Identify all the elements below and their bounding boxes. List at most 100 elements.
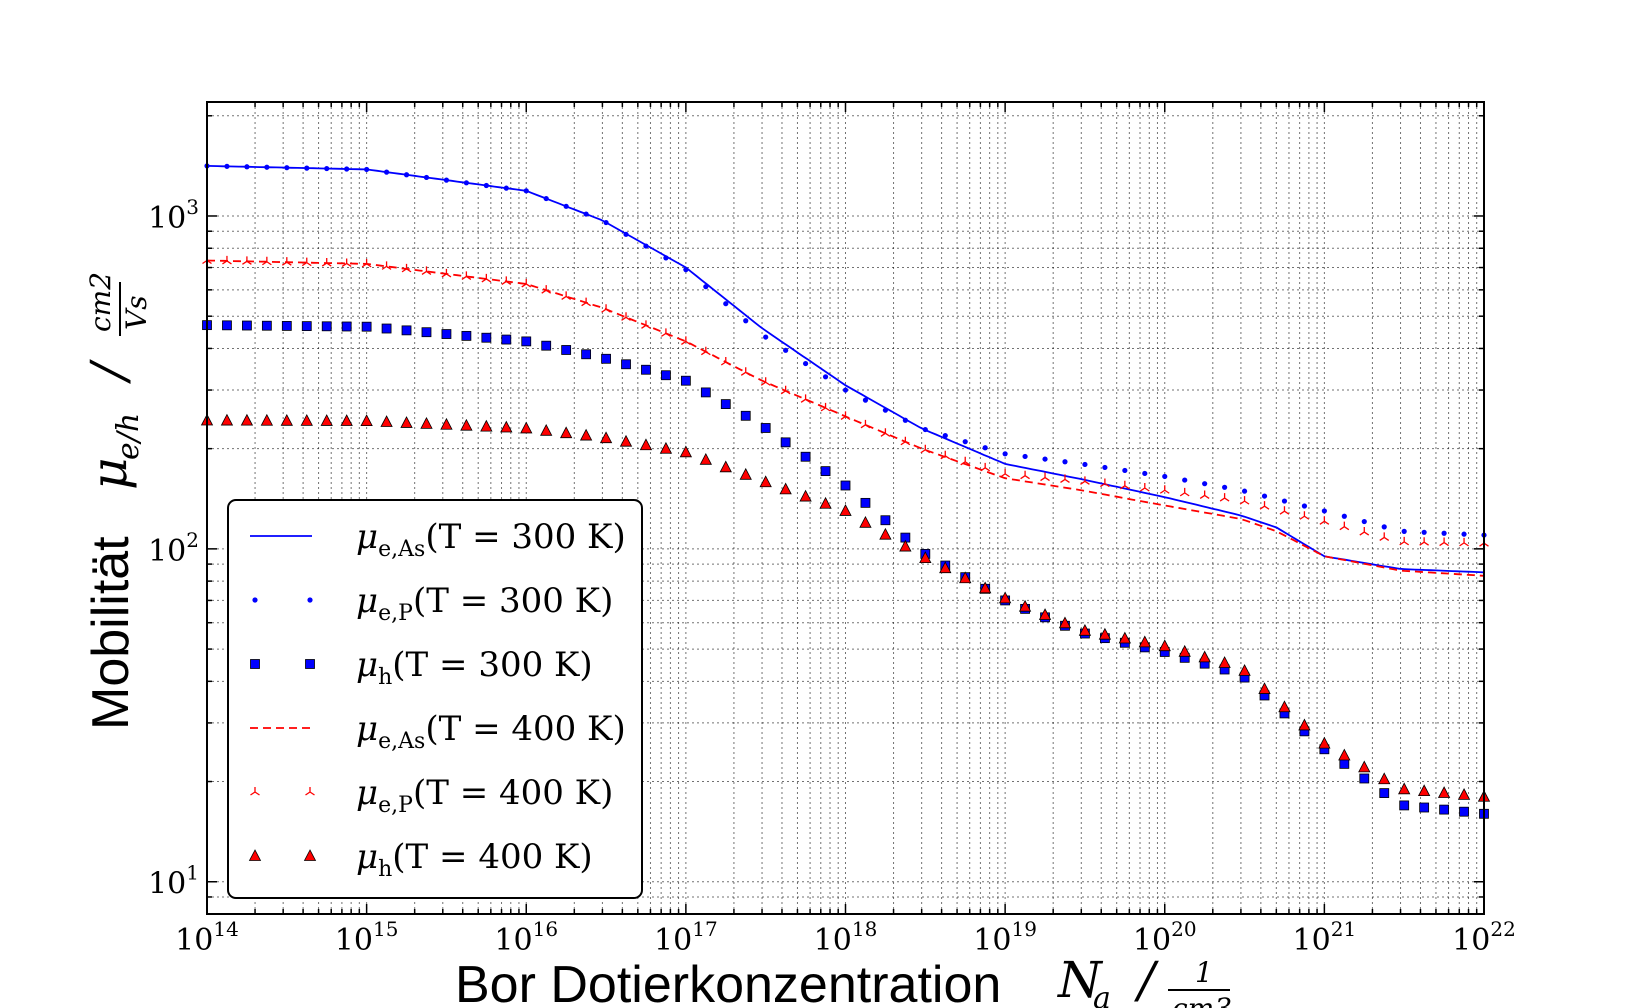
- data-point: [1100, 478, 1110, 488]
- x-tick-label: 1016: [494, 917, 558, 958]
- data-point: [481, 273, 492, 283]
- data-point: [441, 329, 452, 339]
- data-point: [541, 340, 552, 351]
- data-point: [661, 328, 671, 337]
- data-point: [740, 410, 751, 421]
- data-point: [601, 353, 611, 364]
- data-point: [839, 504, 852, 516]
- data-point: [1178, 644, 1191, 657]
- data-point: [820, 466, 831, 477]
- data-point: [483, 182, 489, 189]
- data-point: [960, 456, 971, 466]
- data-point: [1401, 528, 1407, 534]
- data-point: [900, 436, 911, 446]
- data-point: [461, 271, 472, 280]
- data-point: [980, 462, 991, 472]
- data-point: [1218, 656, 1231, 668]
- data-point: [320, 414, 333, 426]
- y-tick-label: 102: [148, 528, 199, 569]
- data-point: [260, 413, 274, 426]
- legend-marker: [305, 787, 315, 796]
- data-point: [264, 164, 270, 170]
- data-point: [780, 385, 791, 395]
- y-tick-label: 103: [148, 195, 199, 236]
- data-point: [381, 323, 392, 334]
- data-point: [224, 163, 230, 169]
- data-point: [743, 318, 749, 324]
- x-tick-label: 1019: [973, 917, 1037, 958]
- data-point: [621, 359, 631, 370]
- data-point: [939, 561, 952, 574]
- data-point: [341, 321, 352, 332]
- legend-marker: [303, 849, 317, 861]
- data-point: [301, 321, 312, 332]
- data-point: [979, 581, 992, 594]
- data-point: [1321, 508, 1327, 514]
- data-point: [1378, 772, 1391, 785]
- data-point: [800, 451, 811, 462]
- legend-label: μe,P(T = 300 K): [356, 581, 613, 626]
- data-point: [1000, 468, 1010, 478]
- data-point: [501, 276, 512, 285]
- legend: μe,As(T = 300 K) μe,P(T = 300 K) μh(T = 30…: [227, 499, 643, 899]
- data-point: [619, 434, 633, 447]
- data-point: [242, 320, 252, 331]
- data-point: [300, 414, 313, 426]
- y-tick-labels: 101 102 103: [148, 195, 199, 902]
- data-point: [1298, 718, 1311, 731]
- data-point: [780, 437, 791, 448]
- data-point: [840, 411, 851, 420]
- data-point: [284, 165, 290, 171]
- data-point: [261, 320, 272, 331]
- data-point: [261, 256, 272, 266]
- y-axis-slash: /: [80, 359, 138, 384]
- data-point: [1002, 451, 1008, 457]
- data-point: [380, 415, 393, 427]
- data-point: [1098, 627, 1112, 640]
- data-point: [1038, 608, 1052, 620]
- data-point: [561, 291, 572, 300]
- data-point: [463, 180, 469, 186]
- data-point: [1359, 527, 1370, 536]
- data-point: [1318, 736, 1331, 749]
- x-tick-label: 1014: [175, 917, 239, 958]
- data-point: [321, 258, 332, 267]
- data-point: [1078, 623, 1092, 636]
- data-point: [220, 413, 234, 426]
- data-point: [460, 418, 473, 431]
- data-point: [1358, 760, 1371, 773]
- data-point: [819, 496, 832, 509]
- data-point: [461, 330, 472, 341]
- data-point: [1419, 802, 1430, 813]
- data-point: [242, 256, 252, 265]
- data-point: [581, 297, 591, 307]
- data-point: [1338, 748, 1351, 761]
- data-point: [840, 480, 851, 491]
- series-5: [200, 413, 1491, 802]
- legend-box: [227, 499, 643, 899]
- data-point: [281, 257, 292, 266]
- data-point: [623, 231, 629, 237]
- data-point: [1080, 476, 1090, 485]
- data-point: [480, 419, 493, 432]
- data-point: [799, 489, 812, 502]
- data-point: [1018, 599, 1032, 612]
- axis-ticks: [206, 102, 1484, 915]
- data-point: [1162, 473, 1168, 480]
- data-point: [1139, 483, 1150, 492]
- data-point: [680, 375, 691, 386]
- data-point: [723, 301, 729, 307]
- data-point: [1361, 518, 1367, 525]
- data-point: [679, 445, 693, 458]
- data-point: [760, 423, 771, 433]
- x-axis-label-text: Bor Dotierkonzentration: [455, 956, 1001, 1008]
- x-tick-labels: 1014 1015 1016 1017 1018 1019 1020 1021 1022: [175, 917, 1516, 958]
- data-point: [1399, 800, 1410, 811]
- data-point: [383, 169, 390, 175]
- legend-label: μe,As(T = 400 K): [356, 709, 626, 754]
- data-point: [360, 414, 373, 426]
- data-point: [779, 482, 792, 495]
- data-point: [1042, 456, 1048, 462]
- data-point: [879, 527, 892, 540]
